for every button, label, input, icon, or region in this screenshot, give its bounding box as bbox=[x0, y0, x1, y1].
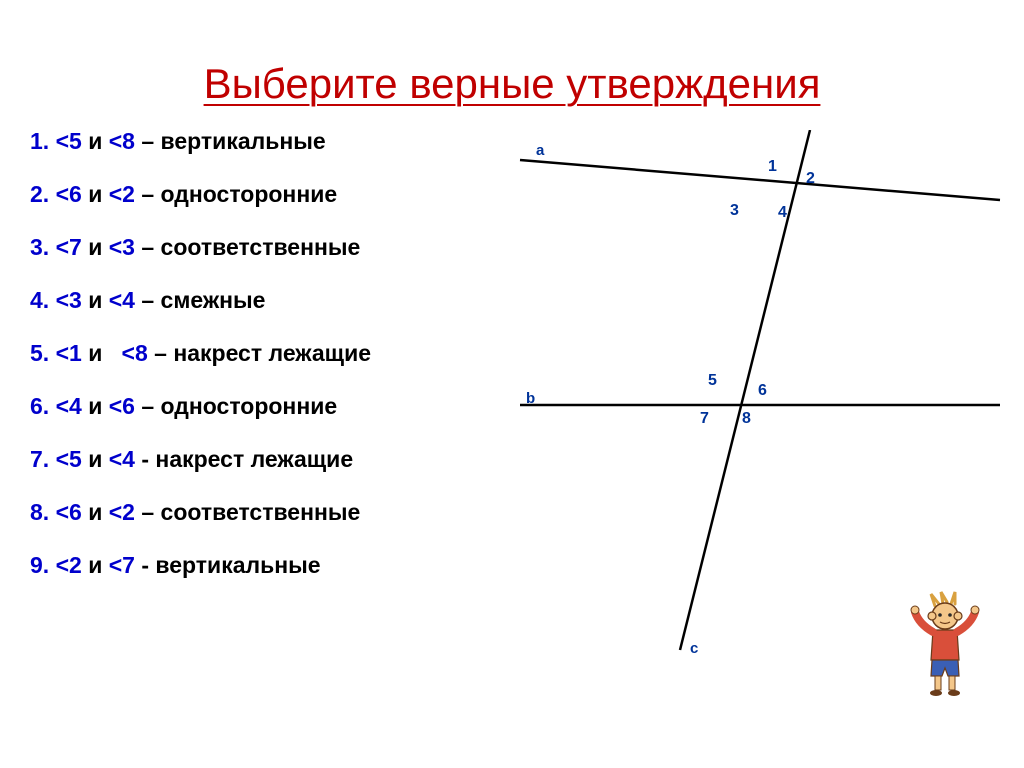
conj: и bbox=[88, 340, 102, 366]
angle-a: <3 bbox=[56, 287, 82, 313]
angle-label-1: 1 bbox=[768, 158, 777, 176]
angle-type: односторонние bbox=[161, 393, 338, 419]
angle-type: накрест лежащие bbox=[173, 340, 371, 366]
list-item: 6. <4 и <6 – односторонние bbox=[30, 393, 520, 420]
angle-label-2: 2 bbox=[806, 170, 815, 188]
list-item: 7. <5 и <4 - накрест лежащие bbox=[30, 446, 520, 473]
sep: - bbox=[141, 552, 149, 578]
statements-list: 1. <5 и <8 – вертикальные 2. <6 и <2 – о… bbox=[30, 118, 520, 605]
line-c bbox=[680, 130, 810, 650]
sep: – bbox=[141, 128, 154, 154]
angle-b: <6 bbox=[109, 393, 135, 419]
list-item: 9. <2 и <7 - вертикальные bbox=[30, 552, 520, 579]
angle-type: накрест лежащие bbox=[155, 446, 353, 472]
angle-type: вертикальные bbox=[155, 552, 320, 578]
angle-a: <5 bbox=[56, 128, 82, 154]
sep: – bbox=[141, 393, 154, 419]
conj: и bbox=[88, 446, 102, 472]
angle-type: вертикальные bbox=[161, 128, 326, 154]
conj: и bbox=[88, 234, 102, 260]
angle-a: <6 bbox=[56, 499, 82, 525]
conj: и bbox=[88, 499, 102, 525]
list-item: 2. <6 и <2 – односторонние bbox=[30, 181, 520, 208]
list-item: 8. <6 и <2 – соответственные bbox=[30, 499, 520, 526]
angle-label-3: 3 bbox=[730, 202, 739, 220]
line-label-b: b bbox=[526, 390, 535, 407]
item-number: 7. bbox=[30, 446, 49, 472]
angle-a: <2 bbox=[56, 552, 82, 578]
angle-label-5: 5 bbox=[708, 372, 717, 390]
character-icon bbox=[905, 590, 985, 700]
item-number: 9. bbox=[30, 552, 49, 578]
list-item: 1. <5 и <8 – вертикальные bbox=[30, 128, 520, 155]
conj: и bbox=[88, 181, 102, 207]
sep: – bbox=[141, 287, 154, 313]
sep: – bbox=[141, 181, 154, 207]
angle-a: <6 bbox=[56, 181, 82, 207]
angle-label-4: 4 bbox=[778, 204, 787, 222]
item-number: 1. bbox=[30, 128, 49, 154]
sep: - bbox=[141, 446, 149, 472]
line-label-a: a bbox=[536, 142, 544, 159]
angle-b: <7 bbox=[109, 552, 135, 578]
angle-label-7: 7 bbox=[700, 410, 709, 428]
angle-a: <4 bbox=[56, 393, 82, 419]
item-number: 8. bbox=[30, 499, 49, 525]
item-number: 2. bbox=[30, 181, 49, 207]
list-item: 3. <7 и <3 – соответственные bbox=[30, 234, 520, 261]
angle-b: <2 bbox=[109, 181, 135, 207]
angle-type: соответственные bbox=[161, 499, 361, 525]
angle-a: <1 bbox=[56, 340, 82, 366]
item-number: 5. bbox=[30, 340, 49, 366]
sep: – bbox=[141, 234, 154, 260]
conj: и bbox=[88, 287, 102, 313]
line-label-c: c bbox=[690, 640, 698, 657]
list-item: 4. <3 и <4 – смежные bbox=[30, 287, 520, 314]
line-a bbox=[520, 160, 1000, 200]
item-number: 3. bbox=[30, 234, 49, 260]
angle-b: <3 bbox=[109, 234, 135, 260]
angle-b: <2 bbox=[109, 499, 135, 525]
item-number: 6. bbox=[30, 393, 49, 419]
angle-label-6: 6 bbox=[758, 382, 767, 400]
angle-b: <4 bbox=[109, 446, 135, 472]
angle-type: соответственные bbox=[161, 234, 361, 260]
angle-a: <5 bbox=[56, 446, 82, 472]
angle-b: <8 bbox=[122, 340, 148, 366]
angle-type: односторонние bbox=[161, 181, 338, 207]
angle-b: <8 bbox=[109, 128, 135, 154]
sep: – bbox=[154, 340, 167, 366]
list-item: 5. <1 и <8 – накрест лежащие bbox=[30, 340, 520, 367]
angle-label-8: 8 bbox=[742, 410, 751, 428]
conj: и bbox=[88, 552, 102, 578]
sep: – bbox=[141, 499, 154, 525]
angle-type: смежные bbox=[161, 287, 266, 313]
item-number: 4. bbox=[30, 287, 49, 313]
conj: и bbox=[88, 128, 102, 154]
angle-b: <4 bbox=[109, 287, 135, 313]
page-title: Выберите верные утверждения bbox=[0, 0, 1024, 118]
conj: и bbox=[88, 393, 102, 419]
angle-a: <7 bbox=[56, 234, 82, 260]
